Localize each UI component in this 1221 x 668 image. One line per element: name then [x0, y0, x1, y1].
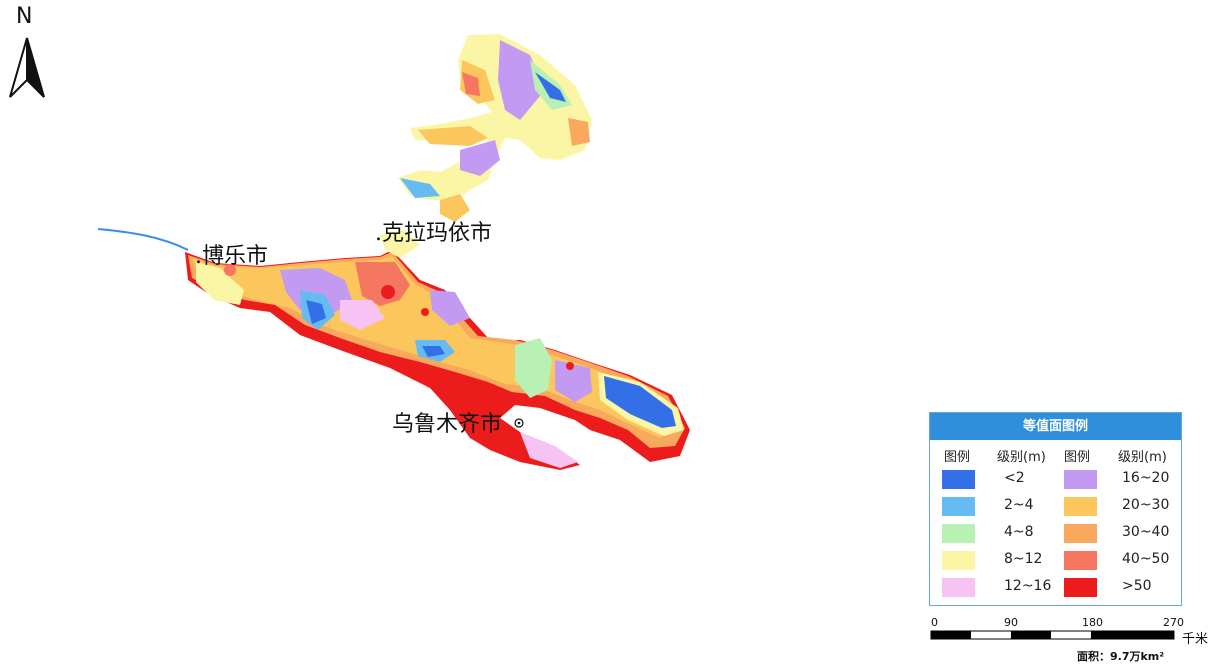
legend-swatch — [1064, 551, 1097, 570]
legend-panel: 等值面图例 图例 级别(m) 图例 级别(m) <2 2~4 4~8 8~12 … — [929, 412, 1182, 606]
legend-level: 30~40 — [1122, 524, 1170, 540]
legend-level: 40~50 — [1122, 551, 1170, 567]
legend-col-symbol-1: 图例 — [944, 450, 971, 465]
legend-swatch — [942, 470, 975, 489]
legend-swatch — [942, 497, 975, 516]
contour-region-main — [185, 250, 690, 470]
legend-swatch — [942, 524, 975, 543]
area-note: 面积：9.7万km² — [1077, 650, 1165, 663]
legend-title: 等值面图例 — [930, 413, 1181, 440]
north-arrow-icon — [9, 37, 45, 98]
contour-region-north — [380, 34, 592, 258]
legend-col-level-1: 级别(m) — [997, 450, 1046, 465]
north-label: N — [16, 4, 33, 29]
urumqi-marker — [514, 418, 524, 428]
scale-tick-0: 0 — [931, 616, 938, 629]
legend-col-level-2: 级别(m) — [1118, 450, 1167, 465]
scale-tick-90: 90 — [1004, 616, 1018, 629]
legend-swatch — [942, 578, 975, 597]
city-label-urumqi: 乌鲁木齐市 — [392, 412, 503, 437]
legend-level: >50 — [1122, 578, 1152, 594]
scale-tick-270: 270 — [1163, 616, 1184, 629]
legend-swatch — [1064, 497, 1097, 516]
legend-swatch — [1064, 470, 1097, 489]
city-label-bole: .博乐市 — [195, 244, 268, 269]
legend-level: 4~8 — [1004, 524, 1034, 540]
legend-col-symbol-2: 图例 — [1064, 450, 1091, 465]
scale-unit: 千米 — [1182, 632, 1209, 647]
legend-level: <2 — [1004, 470, 1025, 486]
legend-swatch — [1064, 578, 1097, 597]
legend-swatch — [942, 551, 975, 570]
scale-bar — [930, 630, 1175, 640]
legend-level: 12~16 — [1004, 578, 1052, 594]
city-label-karamay: .克拉玛依市 — [375, 221, 492, 246]
legend-level: 16~20 — [1122, 470, 1170, 486]
legend-level: 2~4 — [1004, 497, 1034, 513]
legend-swatch — [1064, 524, 1097, 543]
river-line — [97, 228, 189, 251]
scale-tick-180: 180 — [1082, 616, 1103, 629]
legend-level: 8~12 — [1004, 551, 1043, 567]
legend-level: 20~30 — [1122, 497, 1170, 513]
